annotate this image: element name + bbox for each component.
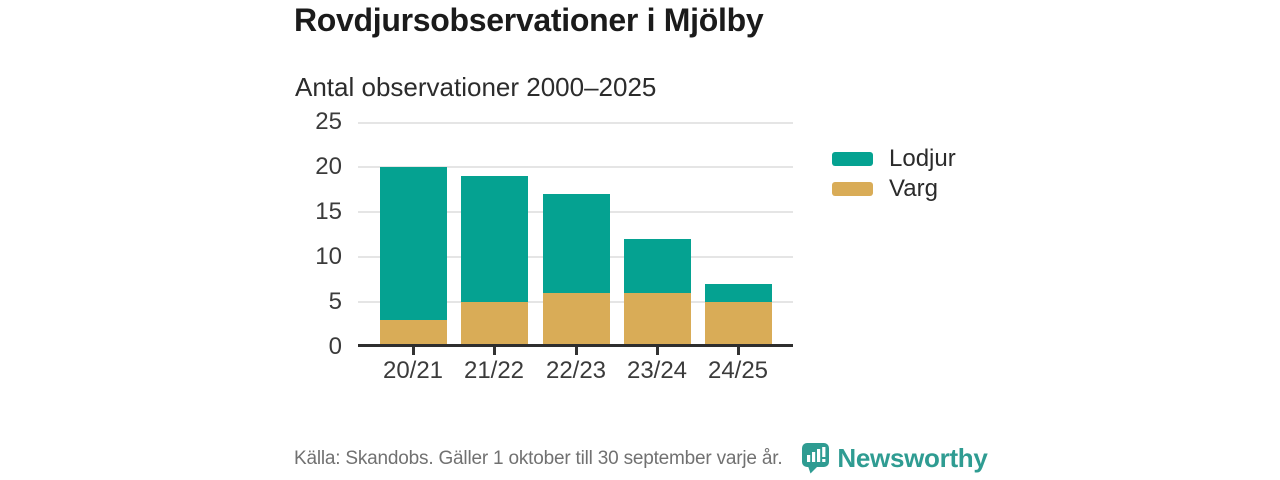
gridline xyxy=(358,166,793,168)
bar xyxy=(704,284,772,347)
chart-subtitle: Antal observationer 2000–2025 xyxy=(295,72,657,102)
y-axis-tick-label: 0 xyxy=(328,333,342,360)
x-axis-tick xyxy=(737,347,740,355)
x-axis-tick-label: 24/25 xyxy=(707,357,769,384)
bar-segment-varg xyxy=(704,302,772,347)
legend: Lodjur Varg xyxy=(832,144,956,204)
legend-swatch xyxy=(832,152,873,166)
legend-label: Lodjur xyxy=(889,145,956,172)
bar-segment-lodjur xyxy=(460,176,528,302)
legend-item: Lodjur xyxy=(832,144,956,174)
x-axis-tick-label: 22/23 xyxy=(545,357,607,384)
y-axis-tick-label: 5 xyxy=(328,288,342,315)
bar xyxy=(542,194,610,347)
bar-segment-lodjur xyxy=(704,284,772,302)
bar xyxy=(460,176,528,347)
x-axis-tick xyxy=(575,347,578,355)
bar-segment-varg xyxy=(460,302,528,347)
bar-segment-lodjur xyxy=(623,239,691,293)
y-axis-tick-label: 20 xyxy=(315,153,342,180)
y-axis-tick-label: 15 xyxy=(315,198,342,225)
bar xyxy=(379,167,447,347)
bar-segment-lodjur xyxy=(542,194,610,293)
bar-segment-varg xyxy=(542,293,610,347)
y-axis-tick-label: 25 xyxy=(315,108,342,135)
chart-title: Rovdjursobservationer i Mjölby xyxy=(294,2,764,38)
bar-segment-lodjur xyxy=(379,167,447,320)
legend-swatch xyxy=(832,182,873,196)
footer: Källa: Skandobs. Gäller 1 oktober till 3… xyxy=(294,443,988,474)
x-axis-tick-label: 23/24 xyxy=(626,357,688,384)
source-note: Källa: Skandobs. Gäller 1 oktober till 3… xyxy=(294,447,783,469)
gridline xyxy=(358,122,793,124)
legend-label: Varg xyxy=(889,175,938,202)
x-axis-tick xyxy=(493,347,496,355)
x-axis-tick-label: 20/21 xyxy=(382,357,444,384)
x-axis-line xyxy=(358,344,793,347)
newsworthy-logo: Newsworthy xyxy=(802,443,988,474)
legend-item: Varg xyxy=(832,174,956,204)
y-axis-tick-label: 10 xyxy=(315,243,342,270)
bar-segment-varg xyxy=(623,293,691,347)
bar xyxy=(623,239,691,347)
newsworthy-logo-icon xyxy=(802,443,830,474)
x-axis-tick-label: 21/22 xyxy=(463,357,525,384)
x-axis-tick xyxy=(412,347,415,355)
bar-segment-varg xyxy=(379,320,447,347)
x-axis-tick xyxy=(656,347,659,355)
plot-area xyxy=(358,122,793,347)
newsworthy-logo-text: Newsworthy xyxy=(837,443,988,473)
